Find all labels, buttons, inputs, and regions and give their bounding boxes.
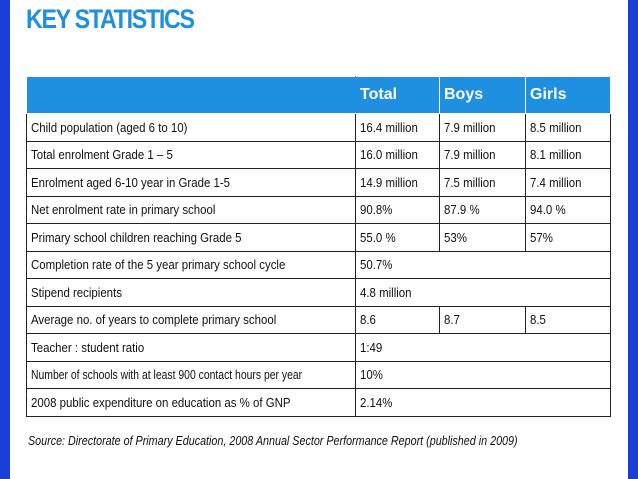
row-label: Primary school children reaching Grade 5 bbox=[26, 223, 356, 252]
table-row: Child population (aged 6 to 10) 16.4 mil… bbox=[26, 113, 611, 142]
statistics-table: Total Boys Girls Child population (aged … bbox=[26, 76, 611, 417]
header-total: Total bbox=[355, 76, 440, 114]
row-label: Enrolment aged 6-10 year in Grade 1-5 bbox=[26, 168, 356, 197]
row-label: Teacher : student ratio bbox=[26, 333, 356, 362]
table-row: Primary school children reaching Grade 5… bbox=[26, 223, 611, 252]
cell-total: 10% bbox=[355, 360, 611, 389]
cell-total: 16.0 million bbox=[355, 140, 440, 169]
page-title: KEY STATISTICS bbox=[26, 4, 195, 34]
cell-boys: 87.9 % bbox=[439, 195, 526, 224]
source-note: Source: Directorate of Primary Education… bbox=[28, 434, 518, 448]
table-row: Total enrolment Grade 1 – 5 16.0 million… bbox=[26, 140, 611, 169]
cell-boys: 7.9 million bbox=[439, 113, 526, 142]
header-girls: Girls bbox=[525, 76, 611, 114]
row-label: Total enrolment Grade 1 – 5 bbox=[26, 140, 356, 169]
cell-total: 8.6 bbox=[355, 305, 440, 334]
row-label: Number of schools with at least 900 cont… bbox=[26, 360, 356, 389]
cell-girls: 8.1 million bbox=[525, 140, 611, 169]
cell-total: 50.7% bbox=[355, 250, 611, 279]
cell-total: 16.4 million bbox=[355, 113, 440, 142]
cell-girls: 8.5 bbox=[525, 305, 611, 334]
cell-total: 14.9 million bbox=[355, 168, 440, 197]
row-label: Stipend recipients bbox=[26, 278, 356, 307]
cell-boys: 53% bbox=[439, 223, 526, 252]
table-row: 2008 public expenditure on education as … bbox=[26, 388, 611, 417]
slide: KEY STATISTICS Total Boys Girls Child po… bbox=[10, 0, 628, 479]
row-label: 2008 public expenditure on education as … bbox=[26, 388, 356, 417]
header-blank bbox=[26, 76, 356, 114]
cell-girls: 8.5 million bbox=[525, 113, 611, 142]
table-row: Number of schools with at least 900 cont… bbox=[26, 360, 611, 389]
cell-girls: 7.4 million bbox=[525, 168, 611, 197]
row-label: Average no. of years to complete primary… bbox=[26, 305, 356, 334]
cell-total: 55.0 % bbox=[355, 223, 440, 252]
cell-boys: 8.7 bbox=[439, 305, 526, 334]
row-label: Child population (aged 6 to 10) bbox=[26, 113, 356, 142]
cell-total: 4.8 million bbox=[355, 278, 611, 307]
table-row: Enrolment aged 6-10 year in Grade 1-5 14… bbox=[26, 168, 611, 197]
table-row: Average no. of years to complete primary… bbox=[26, 305, 611, 334]
cell-total: 1:49 bbox=[355, 333, 611, 362]
cell-boys: 7.5 million bbox=[439, 168, 526, 197]
row-label: Completion rate of the 5 year primary sc… bbox=[26, 250, 356, 279]
header-row: Total Boys Girls bbox=[26, 76, 611, 114]
cell-total: 90.8% bbox=[355, 195, 440, 224]
cell-boys: 7.9 million bbox=[439, 140, 526, 169]
row-label: Net enrolment rate in primary school bbox=[26, 195, 356, 224]
table-row: Net enrolment rate in primary school 90.… bbox=[26, 195, 611, 224]
cell-girls: 57% bbox=[525, 223, 611, 252]
header-boys: Boys bbox=[439, 76, 526, 114]
cell-total: 2.14% bbox=[355, 388, 611, 417]
table-row: Stipend recipients 4.8 million bbox=[26, 278, 611, 307]
cell-girls: 94.0 % bbox=[525, 195, 611, 224]
table-row: Teacher : student ratio 1:49 bbox=[26, 333, 611, 362]
table-row: Completion rate of the 5 year primary sc… bbox=[26, 250, 611, 279]
